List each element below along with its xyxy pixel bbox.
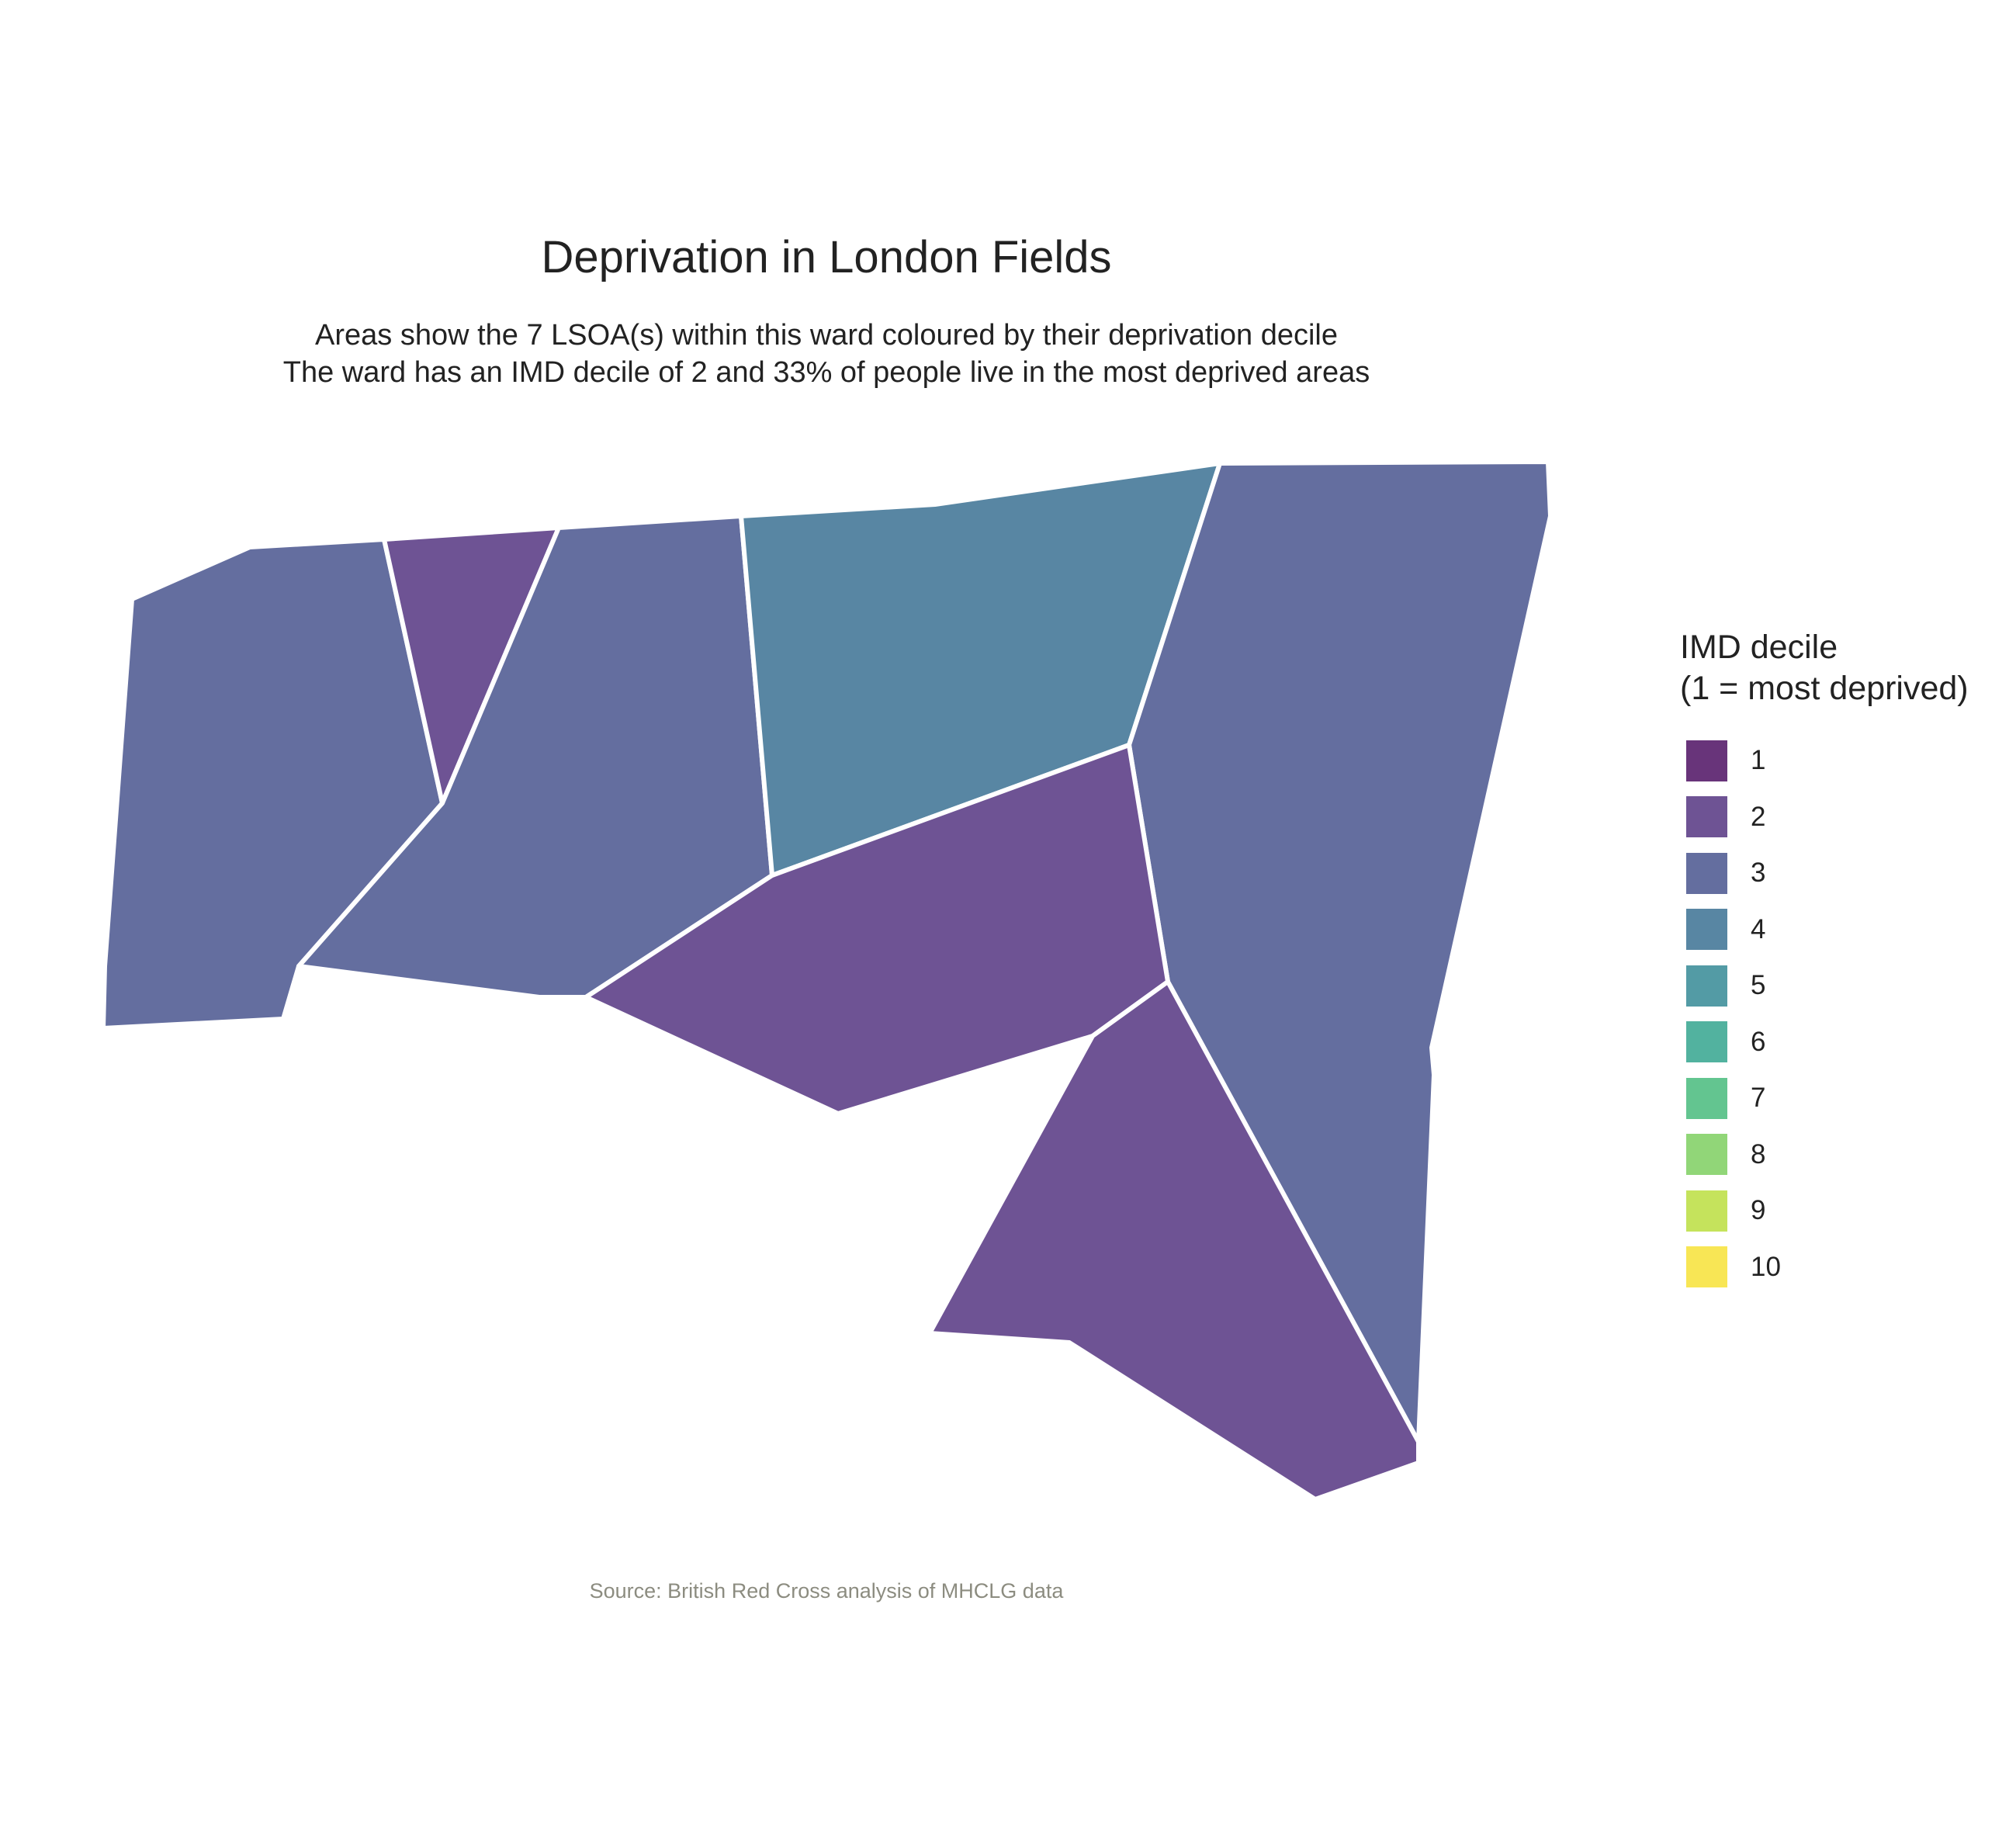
lsoa-south-east[interactable] (927, 979, 1421, 1502)
legend-item-8: 8 (1680, 1127, 1969, 1183)
subtitle: Areas show the 7 LSOA(s) within this war… (0, 317, 1653, 391)
legend-label: 8 (1751, 1138, 1766, 1169)
legend-label: 5 (1751, 970, 1766, 1001)
legend-label: 10 (1751, 1251, 1781, 1282)
legend-item-7: 7 (1680, 1070, 1969, 1127)
legend-label: 9 (1751, 1195, 1766, 1226)
subtitle-line-2: The ward has an IMD decile of 2 and 33% … (282, 356, 1370, 389)
legend-title-line-2: (1 = most deprived) (1680, 670, 1969, 707)
legend-label: 2 (1751, 801, 1766, 832)
legend-label: 4 (1751, 913, 1766, 944)
legend-title: IMD decile (1 = most deprived) (1680, 627, 1969, 709)
legend-swatch (1686, 1190, 1727, 1232)
legend-swatch (1686, 1077, 1727, 1119)
legend-item-6: 6 (1680, 1014, 1969, 1071)
legend-title-line-1: IMD decile (1680, 629, 1838, 666)
legend-item-5: 5 (1680, 958, 1969, 1014)
legend-item-3: 3 (1680, 845, 1969, 902)
legend-item-10: 10 (1680, 1239, 1969, 1296)
legend-label: 7 (1751, 1083, 1766, 1114)
legend-swatch (1686, 1134, 1727, 1176)
legend-swatch (1686, 909, 1727, 951)
legend-item-1: 1 (1680, 733, 1969, 789)
legend: IMD decile (1 = most deprived) 1 2 3 4 5… (1680, 627, 1969, 1295)
subtitle-line-1: Areas show the 7 LSOA(s) within this war… (315, 319, 1338, 352)
page-title: Deprivation in London Fields (541, 232, 1112, 282)
legend-label: 6 (1751, 1026, 1766, 1057)
legend-swatch (1686, 1246, 1727, 1288)
legend-swatch (1686, 740, 1727, 781)
legend-swatch (1686, 1021, 1727, 1063)
legend-swatch (1686, 796, 1727, 838)
legend-swatch (1686, 965, 1727, 1007)
legend-item-9: 9 (1680, 1183, 1969, 1239)
source-caption: Source: British Red Cross analysis of MH… (589, 1579, 1064, 1603)
legend-label: 3 (1751, 858, 1766, 889)
legend-items: 1 2 3 4 5 6 7 8 (1680, 733, 1969, 1295)
legend-item-4: 4 (1680, 902, 1969, 958)
legend-label: 1 (1751, 745, 1766, 776)
legend-item-2: 2 (1680, 789, 1969, 846)
legend-swatch (1686, 852, 1727, 894)
